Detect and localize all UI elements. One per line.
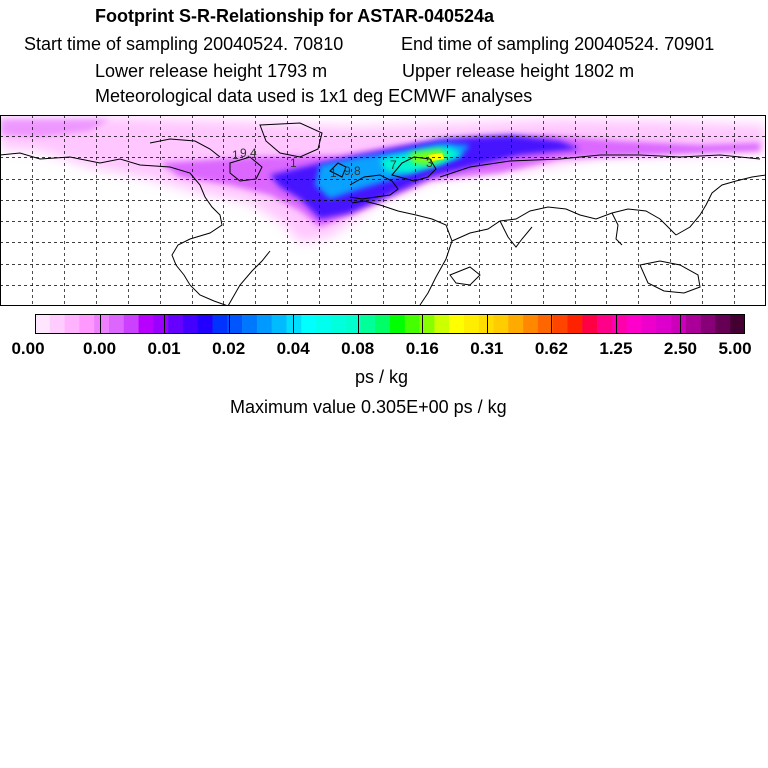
meteo-data-label: Meteorological data used is 1x1 deg ECMW… bbox=[95, 86, 533, 106]
colorbar-cell bbox=[286, 314, 302, 334]
end-time-label: End time of sampling 20040524. 70901 bbox=[401, 34, 715, 54]
colorbar-cell bbox=[345, 314, 361, 334]
coastlines bbox=[0, 122, 766, 306]
colorbar-cell bbox=[197, 314, 213, 334]
colorbar-cell bbox=[685, 314, 701, 334]
colorbar-cell bbox=[552, 314, 568, 334]
colorbar-cell bbox=[508, 314, 524, 334]
contour-label: 7 bbox=[390, 158, 397, 172]
colorbar-tick-label: 0.08 bbox=[341, 339, 375, 358]
colorbar-cell bbox=[330, 314, 346, 334]
contour-label: 1 bbox=[330, 166, 337, 180]
colorbar-cell bbox=[182, 314, 199, 334]
colorbar-tick-label: 0.00 bbox=[82, 339, 117, 358]
colorbar-cell bbox=[715, 314, 731, 334]
colorbar-cell bbox=[64, 314, 80, 334]
map-frame bbox=[0, 115, 766, 306]
colorbar-tick-label: 0.16 bbox=[405, 339, 439, 358]
colorbar-tick-label: 0.02 bbox=[212, 339, 246, 358]
colorbar-cell bbox=[390, 314, 406, 334]
colorbar-cell bbox=[434, 314, 450, 334]
contour-label: 9.8 bbox=[344, 164, 361, 178]
colorbar-cell bbox=[419, 314, 435, 334]
colorbar-cell bbox=[671, 314, 687, 334]
colorbar-cell bbox=[656, 314, 672, 334]
colorbar-tick-label: 1.25 bbox=[599, 339, 633, 358]
contour-label: 9.4 bbox=[240, 146, 257, 160]
colorbar-cell bbox=[242, 314, 258, 334]
colorbar-tick-label: 0.00 bbox=[11, 339, 45, 358]
colorbar-cell bbox=[493, 314, 509, 334]
contour-label: 1 bbox=[232, 148, 239, 162]
colorbar-cell bbox=[611, 314, 627, 334]
max-value-label: Maximum value 0.305E+00 ps / kg bbox=[230, 397, 507, 417]
colorbar-tick-label: 0.62 bbox=[534, 339, 568, 358]
colorbar-cell bbox=[256, 314, 272, 334]
colorbar-cell bbox=[523, 314, 539, 334]
footprint-map: 1 9.4 1 1 9.8 7 3 bbox=[0, 115, 766, 306]
colorbar-cell bbox=[153, 314, 169, 334]
lower-height-label: Lower release height 1793 m bbox=[95, 61, 328, 81]
colorbar-cell bbox=[35, 314, 51, 334]
colorbar-cell bbox=[641, 314, 657, 334]
plot-title: Footprint S-R-Relationship for ASTAR-040… bbox=[95, 6, 495, 26]
colorbar-cell bbox=[49, 314, 65, 334]
colorbar-cell bbox=[108, 314, 125, 334]
grid-lines bbox=[0, 115, 766, 306]
colorbar-cell bbox=[94, 314, 110, 334]
colorbar-cell bbox=[567, 314, 583, 334]
colorbar-cell bbox=[138, 314, 154, 334]
colorbar-cell bbox=[537, 314, 554, 334]
colorbar-cell bbox=[730, 314, 745, 334]
colorbar-cell bbox=[597, 314, 613, 334]
colorbar-cell bbox=[700, 314, 716, 334]
footprint-field bbox=[0, 117, 766, 243]
colorbar-cell bbox=[212, 314, 228, 334]
start-time-label: Start time of sampling 20040524. 70810 bbox=[24, 34, 344, 54]
colorbar-cell bbox=[626, 314, 642, 334]
contour-label: 1 bbox=[290, 156, 297, 170]
colorbar-cell bbox=[463, 314, 480, 334]
colorbar-cell bbox=[375, 314, 391, 334]
contour-labels: 1 9.4 1 1 9.8 7 3 bbox=[232, 146, 433, 180]
colorbar-tick-label: 5.00 bbox=[718, 339, 752, 358]
colorbar-cell bbox=[449, 314, 465, 334]
contour-label: 3 bbox=[426, 156, 433, 170]
colorbar-cell bbox=[360, 314, 376, 334]
colorbar-cell bbox=[168, 314, 184, 334]
colorbar-cell bbox=[271, 314, 287, 334]
colorbar-cell bbox=[316, 314, 332, 334]
colorbar-tick-label: 0.31 bbox=[470, 339, 504, 358]
colorbar-units: ps / kg bbox=[355, 367, 409, 387]
colorbar bbox=[35, 314, 745, 334]
colorbar-cell bbox=[79, 314, 95, 334]
colorbar-cell bbox=[301, 314, 317, 334]
colorbar-cell bbox=[227, 314, 243, 334]
colorbar-cell bbox=[123, 314, 139, 334]
colorbar-cell bbox=[478, 314, 494, 334]
colorbar-cell bbox=[582, 314, 598, 334]
colorbar-tick-label: 0.01 bbox=[147, 339, 181, 358]
upper-height-label: Upper release height 1802 m bbox=[402, 61, 635, 81]
colorbar-tick-label: 0.04 bbox=[276, 339, 310, 358]
colorbar-tick-label: 2.50 bbox=[663, 339, 697, 358]
colorbar-cell bbox=[404, 314, 420, 334]
